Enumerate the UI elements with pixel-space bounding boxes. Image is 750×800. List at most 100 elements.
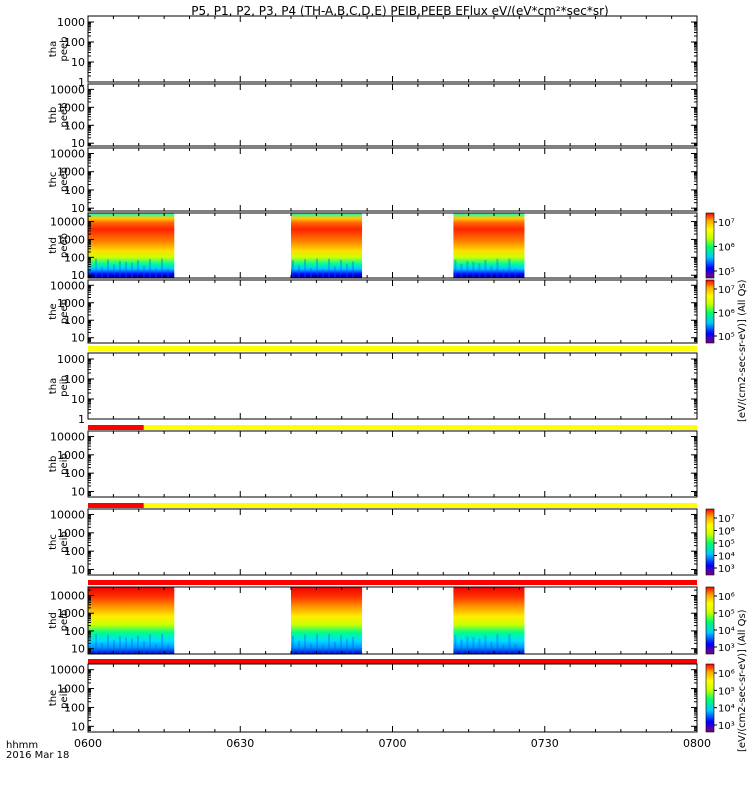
spectrogram-texture [478,263,481,278]
colorbar-tick-label: 10⁵ [718,332,735,343]
colorbar-label-electron: [eV/(cm2-sec-sr-eV)] (All Qs) [737,279,748,422]
y-tick-label: 10000 [50,279,85,292]
x-axis-label-line2: 2016 Mar 18 [6,750,69,761]
spectrogram-block [291,213,363,278]
flag-bar [88,346,697,351]
spectrogram-texture [496,634,499,654]
panel-label-probe: tha [48,41,59,57]
panel-label-probe: thb [48,456,59,473]
panel-frame [87,586,698,655]
colorbar-ion_lower: 10⁶ 10⁵ 10⁴ 10³ [705,586,735,655]
spectrogram-texture [328,258,330,278]
spectrogram-block [453,213,525,278]
spectrogram-texture [292,260,294,278]
spectrogram-texture [89,270,91,278]
y-tick-label: 10 [71,720,85,733]
colorbar-strip [705,586,715,655]
panel-frame [87,430,698,498]
spectrogram-texture [352,636,354,654]
colorbar-strip [705,279,715,344]
y-tick-label: 100 [64,36,85,49]
spectrogram-texture [484,259,487,278]
panel-label-product: peeb [59,103,70,128]
spectrogram-texture [340,259,342,278]
spectrogram-texture [119,636,121,654]
spectrogram-texture [149,258,151,278]
colorbar-tick-label: 10⁴ [718,704,735,715]
colorbar-strip [705,212,715,279]
panel-label-product: peib [59,687,70,709]
spectrogram-texture [472,637,475,654]
y-tick-label: 1000 [57,683,85,696]
spectrogram-texture [310,268,312,278]
spectrogram-texture [334,642,336,654]
y-tick-label: 10 [71,485,85,498]
panel-thc_peeb: 10000 1000 100 10 thc peeb [48,147,698,215]
panel-frame [87,279,698,344]
spectrogram-texture [167,644,169,654]
colorbar-tick-label: 10⁵ [718,539,735,550]
spectrogram-texture [137,260,139,278]
y-tick-label: 1 [78,76,85,89]
panel-frame [87,508,698,576]
spectrogram-texture [328,634,330,654]
y-tick-label: 1000 [57,166,85,179]
spectrogram-texture [346,639,348,654]
colorbar-strip [705,663,715,733]
y-tick-label: 1000 [57,527,85,540]
spectrogram-texture [460,639,463,654]
y-tick-label: 10 [71,269,85,282]
colorbar-ion_bottom: 10⁶ 10⁵ 10⁴ 10³ [705,663,735,733]
spectrogram-texture [514,644,517,654]
spectrogram-texture [167,268,169,278]
panel-label-product: peeb [59,167,70,192]
spectrogram-texture [502,268,505,278]
spectrogram-texture [340,635,342,654]
x-tick-label: 0800 [683,737,711,750]
spectrogram-texture [95,634,97,654]
panel-tha_peib: 1000 100 10 1 tha peib [48,352,698,430]
spectrogram-texture [113,264,115,278]
spectrogram-block [291,587,363,654]
flag-bar-yellow [143,425,697,430]
spectrogram-texture [119,260,121,278]
spectrogram-texture [478,638,481,654]
y-tick-label: 10000 [50,147,85,160]
y-tick-label: 10 [71,202,85,215]
colorbar-tick-label: 10⁵ [718,267,735,278]
flag-bar [88,580,697,585]
panel-frame [87,352,698,420]
y-tick-label: 10000 [50,664,85,677]
spectrogram-texture [316,633,318,654]
spectrogram-texture [137,635,139,654]
spectrogram-texture [155,644,157,654]
colorbar-label-ion: [eV/(cm2-sec-sr-eV)] (All Qs) [737,609,748,752]
spectrogram-texture [454,634,457,654]
y-tick-label: 1000 [57,101,85,114]
colorbar-tick-label: 10⁶ [718,243,735,254]
flag-bar-yellow [143,503,697,508]
spectrogram-texture [508,633,511,654]
colorbar-tick-label: 10⁵ [718,609,735,620]
panel-frame [87,15,698,83]
colorbar-tick-label: 10⁷ [718,514,735,525]
colorbar-tick-label: 10⁴ [718,626,735,637]
y-tick-label: 10 [71,563,85,576]
spectrogram-texture [502,644,505,654]
spectrogram-texture [490,641,493,654]
colorbar-electron_lower: 10⁷ 10⁶ 10⁵ [705,279,735,344]
colorbar-tick-label: 10⁶ [718,527,735,538]
panel-thd_peib: 10000 1000 100 10 thd peib [48,586,698,664]
colorbar-tick-label: 10⁶ [718,669,735,680]
panel-frame [87,663,698,733]
spectrogram-texture [298,640,300,654]
spectrogram-texture [472,261,475,278]
spectrogram-texture [310,643,312,654]
spectrogram-texture [304,259,306,278]
spectrogram-texture [322,269,324,278]
colorbar-tick-label: 10⁴ [718,552,735,563]
spectrogram-texture [334,266,336,278]
